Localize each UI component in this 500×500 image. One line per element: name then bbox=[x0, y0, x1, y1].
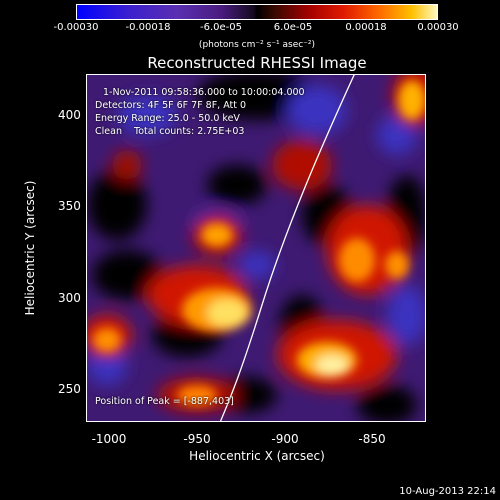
energy-range: Energy Range: 25.0 - 50.0 keV bbox=[95, 113, 240, 124]
image-title: Reconstructed RHESSI Image bbox=[147, 54, 367, 72]
time-range: 1-Nov-2011 09:58:36.000 to 10:00:04.000 bbox=[103, 87, 305, 98]
colorbar-tick: 0.00030 bbox=[417, 22, 459, 33]
peak-position: Position of Peak = [-887,403] bbox=[95, 396, 234, 407]
detectors-info: Detectors: 4F 5F 6F 7F 8F, Att 0 bbox=[95, 100, 247, 111]
x-tick: -1000 bbox=[91, 432, 127, 446]
y-tick: 300 bbox=[58, 291, 81, 305]
rhessi-image bbox=[87, 75, 425, 421]
solar-limb-line bbox=[219, 75, 355, 421]
x-tick: -950 bbox=[183, 432, 211, 446]
x-tick: -850 bbox=[358, 432, 386, 446]
colorbar-tick: -0.00018 bbox=[125, 22, 171, 33]
colorbar-tick: 0.00018 bbox=[345, 22, 387, 33]
y-axis-label: Heliocentric Y (arcsec) bbox=[23, 180, 37, 316]
y-tick: 350 bbox=[58, 199, 81, 213]
colorbar-tick: 6.0e-05 bbox=[273, 22, 313, 33]
colorbar bbox=[76, 4, 438, 20]
y-tick: 400 bbox=[58, 108, 81, 122]
timestamp: 10-Aug-2013 22:14 bbox=[399, 486, 496, 497]
colorbar-unit: (photons cm⁻² s⁻¹ asec⁻²) bbox=[198, 40, 316, 50]
colorbar-tick: -0.00030 bbox=[53, 22, 99, 33]
x-tick: -900 bbox=[271, 432, 299, 446]
colorbar-tick: -6.0e-05 bbox=[200, 22, 242, 33]
y-tick: 250 bbox=[58, 382, 81, 396]
x-axis-label: Heliocentric X (arcsec) bbox=[189, 449, 325, 463]
rhessi-image-plot: 1-Nov-2011 09:58:36.000 to 10:00:04.000 … bbox=[86, 74, 426, 422]
clean-total-counts: Clean Total counts: 2.75E+03 bbox=[95, 126, 245, 137]
